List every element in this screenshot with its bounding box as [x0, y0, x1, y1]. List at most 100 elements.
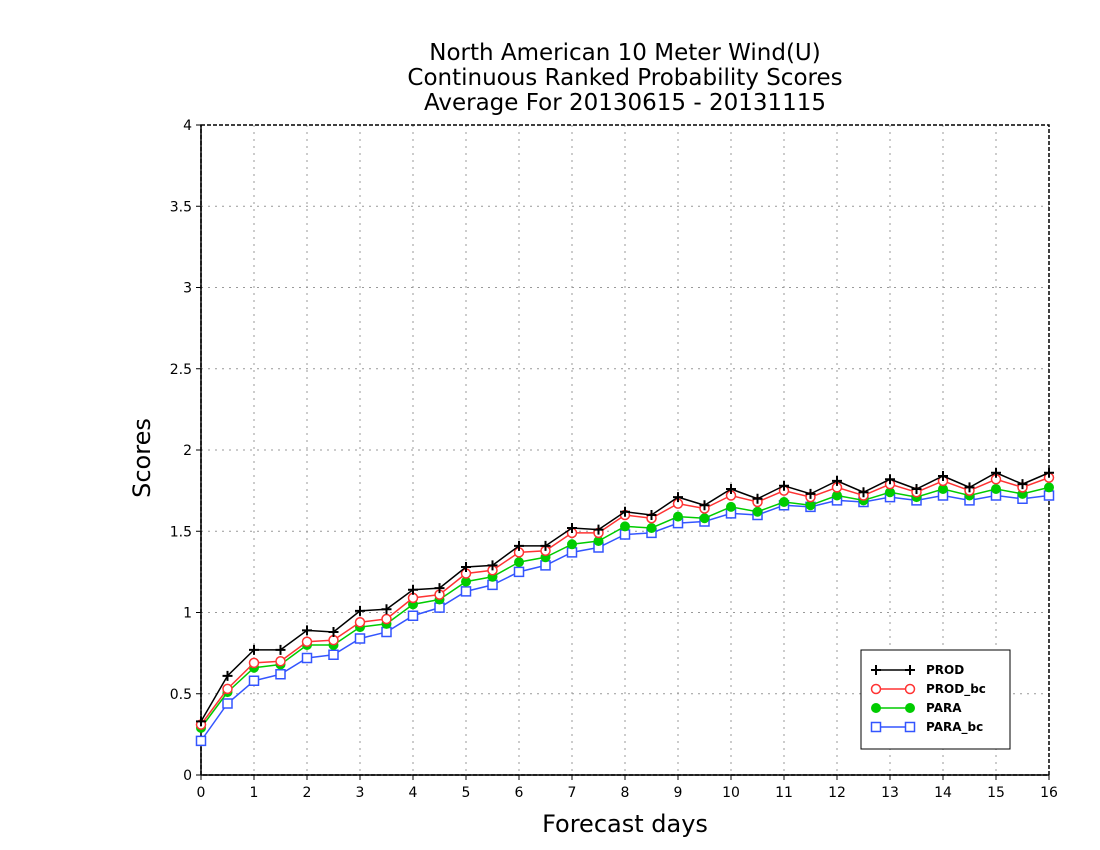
x-tick-label: 16 [1040, 785, 1058, 801]
x-tick-label: 12 [828, 785, 846, 801]
data-point [196, 716, 206, 727]
data-point [991, 467, 1001, 478]
data-point [699, 500, 710, 511]
x-tick-label: 7 [568, 785, 577, 801]
data-point [514, 540, 524, 551]
x-tick-label: 6 [515, 785, 524, 801]
data-point [355, 605, 365, 616]
data-point [460, 586, 472, 597]
data-point [805, 488, 816, 499]
data-point [301, 652, 313, 664]
data-point [752, 493, 763, 504]
x-tick-label: 0 [197, 785, 206, 801]
y-tick-label: 3 [183, 281, 192, 297]
legend-marker [905, 665, 915, 675]
legend-marker [904, 721, 916, 733]
y-tick-label: 2.5 [170, 362, 192, 378]
x-tick-label: 13 [881, 785, 899, 801]
x-tick-label: 5 [462, 785, 471, 801]
data-point [248, 657, 260, 669]
y-tick-label: 0 [183, 768, 192, 784]
x-tick-label: 15 [987, 785, 1005, 801]
data-point [540, 540, 551, 551]
legend-box [860, 649, 1011, 750]
x-tick-label: 3 [356, 785, 365, 801]
x-tick-label: 1 [250, 785, 259, 801]
series-prod [196, 467, 1054, 727]
legend-label: PARA_bc [926, 720, 983, 735]
title-line-3: Average For 20130615 - 20131115 [424, 90, 826, 116]
title-line-2: Continuous Ranked Probability Scores [407, 65, 842, 91]
legend-label: PROD [926, 663, 964, 677]
series-layer [195, 467, 1055, 747]
data-point [222, 670, 233, 681]
data-point [328, 649, 339, 660]
data-point [646, 510, 657, 520]
data-point [434, 583, 445, 594]
x-tick-label: 10 [722, 785, 740, 801]
x-tick-label: 11 [775, 785, 793, 801]
grid [201, 125, 1049, 775]
data-point [302, 625, 312, 636]
legend-marker [870, 683, 882, 695]
data-point [646, 523, 657, 533]
y-tick-label: 0.5 [170, 687, 192, 703]
y-tick-label: 4 [183, 118, 192, 134]
data-point [911, 484, 922, 494]
data-point [991, 484, 1001, 494]
x-tick-label: 8 [621, 785, 630, 801]
data-point [328, 627, 339, 637]
data-point [567, 539, 577, 550]
data-point [407, 610, 419, 621]
data-point [222, 683, 233, 695]
y-axis-label: Scores [128, 418, 156, 498]
legend-marker [904, 683, 916, 695]
series-para [196, 482, 1054, 733]
data-point [779, 480, 789, 491]
legend: PROD PROD_bc PARA PARA_bc [860, 649, 1011, 750]
legend-label: PROD_bc [926, 682, 986, 697]
data-point [275, 669, 286, 680]
data-point [354, 617, 366, 628]
chart-title: North American 10 Meter Wind(U) Continuo… [407, 40, 842, 116]
data-point [381, 613, 392, 625]
data-point [248, 675, 260, 686]
data-point [858, 487, 869, 498]
x-tick-label: 4 [409, 785, 418, 801]
data-point [461, 562, 471, 572]
data-point [593, 524, 604, 535]
data-point [275, 644, 286, 655]
legend-marker [905, 703, 915, 713]
data-point [620, 506, 630, 517]
data-point [832, 475, 842, 486]
data-point [222, 698, 233, 709]
y-tick-label: 2 [183, 443, 192, 459]
x-axis-ticks: 0 1 2 3 4 5 6 7 8 9 10 11 12 13 14 15 16 [197, 775, 1058, 801]
legend-marker [870, 721, 882, 733]
data-point [620, 521, 630, 532]
data-point [938, 471, 948, 481]
y-tick-label: 3.5 [170, 199, 192, 215]
data-point [726, 501, 736, 512]
legend-item-prod: PROD [871, 663, 964, 677]
legend-label: PARA [926, 701, 962, 715]
x-tick-label: 2 [303, 785, 312, 801]
data-point [567, 523, 577, 533]
data-point [381, 604, 392, 615]
x-axis-label: Forecast days [542, 810, 708, 838]
data-point [699, 513, 710, 524]
title-line-1: North American 10 Meter Wind(U) [429, 40, 821, 66]
data-point [752, 506, 763, 517]
x-tick-label: 14 [934, 785, 952, 801]
data-point [726, 484, 736, 494]
data-point [673, 511, 683, 522]
legend-marker [871, 703, 881, 713]
data-point [249, 644, 259, 655]
x-tick-label: 9 [674, 785, 683, 801]
legend-item-prod-bc: PROD_bc [870, 682, 986, 697]
data-point [513, 566, 525, 578]
data-point [885, 474, 895, 485]
data-point [354, 633, 366, 644]
data-point [1044, 467, 1054, 478]
y-axis-ticks: 0 0.5 1 1.5 2 2.5 3 3.5 4 [170, 118, 201, 784]
